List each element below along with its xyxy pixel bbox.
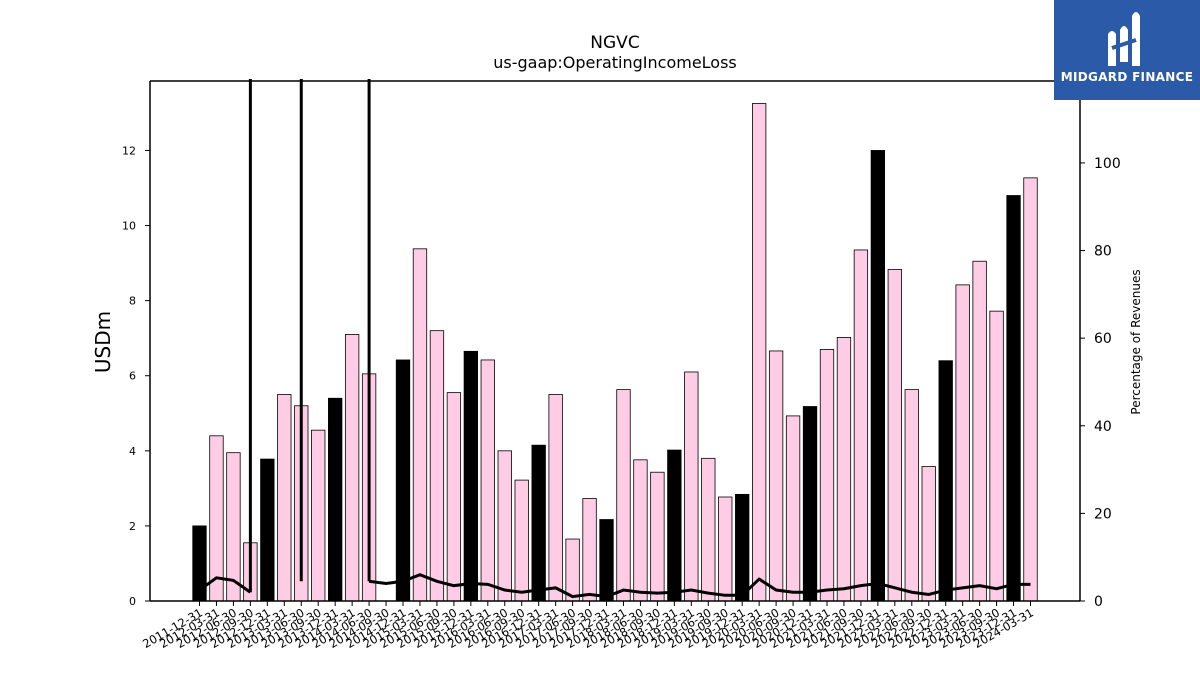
bar-2018-09-30 <box>650 471 665 602</box>
y2-tick-label: 40 <box>1094 419 1112 435</box>
logo-text: MIDGARD FINANCE <box>1060 70 1194 84</box>
bar-2015-09-30 <box>446 392 462 602</box>
bar-2023-12-31 <box>1006 195 1021 602</box>
bar-2019-12-31 <box>735 493 750 602</box>
bar-2017-12-31 <box>599 519 614 602</box>
bar-2017-03-31 <box>548 394 563 602</box>
y2-tick-label: 60 <box>1094 331 1112 347</box>
bar-2014-03-31 <box>344 334 360 602</box>
bar-2012-12-31 <box>260 458 275 602</box>
bar-2018-06-30 <box>633 459 648 602</box>
y-tick-label: 0 <box>129 595 136 608</box>
y2-tick-label: 20 <box>1094 506 1112 522</box>
bar-2021-12-31 <box>870 150 886 602</box>
bar-2016-03-31 <box>480 359 495 602</box>
bar-2022-06-30 <box>904 389 919 602</box>
midgard-finance-logo: MIDGARD FINANCE <box>1054 0 1200 100</box>
bar-2020-12-31 <box>802 406 818 602</box>
bar-2019-06-30 <box>701 457 716 602</box>
bar-2015-12-31 <box>463 350 478 602</box>
bar-2023-06-30 <box>972 260 987 602</box>
revenue-percentage-line-segment-1 <box>198 576 252 594</box>
y2-tick-label: 80 <box>1094 244 1112 260</box>
y-tick-label: 12 <box>122 144 136 157</box>
chart-subtitle: us-gaap:OperatingIncomeLoss <box>493 53 737 72</box>
bar-2014-12-31 <box>395 359 411 602</box>
bar-2023-09-30 <box>989 310 1004 602</box>
bar-2019-03-31 <box>684 371 699 602</box>
y-axis-label: USDm <box>91 311 115 373</box>
bar-2015-06-30 <box>429 330 445 602</box>
y2-tick-label: 0 <box>1094 594 1103 610</box>
bar-2013-09-30 <box>311 429 326 602</box>
chart-title: NGVC <box>590 33 639 53</box>
bar-2020-06-30 <box>768 350 784 602</box>
bar-2022-09-30 <box>921 466 936 602</box>
bar-2021-06-30 <box>836 337 852 602</box>
bar-2016-06-30 <box>497 450 512 602</box>
y-tick-label: 8 <box>129 295 136 308</box>
bar-2020-03-31 <box>752 103 767 602</box>
bar-2022-12-31 <box>938 360 953 602</box>
bar-2018-12-31 <box>667 449 682 602</box>
bar-2019-09-30 <box>718 496 733 602</box>
y-tick-label: 10 <box>122 220 136 233</box>
bar-2015-03-31 <box>412 248 428 602</box>
bar-2018-03-31 <box>616 389 631 602</box>
bar-2012-03-31 <box>209 435 224 602</box>
bar-2017-06-30 <box>565 538 580 602</box>
bar-2023-03-31 <box>955 284 970 602</box>
bar-2024-03-31 <box>1023 177 1038 602</box>
bar-series <box>192 103 1038 602</box>
y2-tick-label: 100 <box>1094 156 1121 172</box>
bar-2022-03-31 <box>887 269 902 602</box>
bar-2013-12-31 <box>328 397 343 602</box>
bar-2016-12-31 <box>531 444 546 602</box>
y2-axis-label: Percentage of Revenues <box>1129 269 1143 414</box>
logo-mark-icon <box>1054 0 1200 100</box>
bar-2016-09-30 <box>514 479 529 602</box>
bar-2021-03-31 <box>819 349 835 602</box>
bar-2020-09-30 <box>785 415 801 602</box>
line-series <box>198 79 1031 599</box>
bar-2021-09-30 <box>853 249 869 602</box>
revenue-percentage-line-segment-3 <box>368 573 1031 599</box>
axes: 0246810120204060801002011-12-312012-03-3… <box>122 80 1121 651</box>
bar-2017-09-30 <box>582 498 597 602</box>
bar-2013-03-31 <box>277 394 292 602</box>
y-tick-label: 2 <box>129 520 136 533</box>
y-tick-label: 4 <box>129 445 136 458</box>
y-tick-label: 6 <box>129 370 136 383</box>
